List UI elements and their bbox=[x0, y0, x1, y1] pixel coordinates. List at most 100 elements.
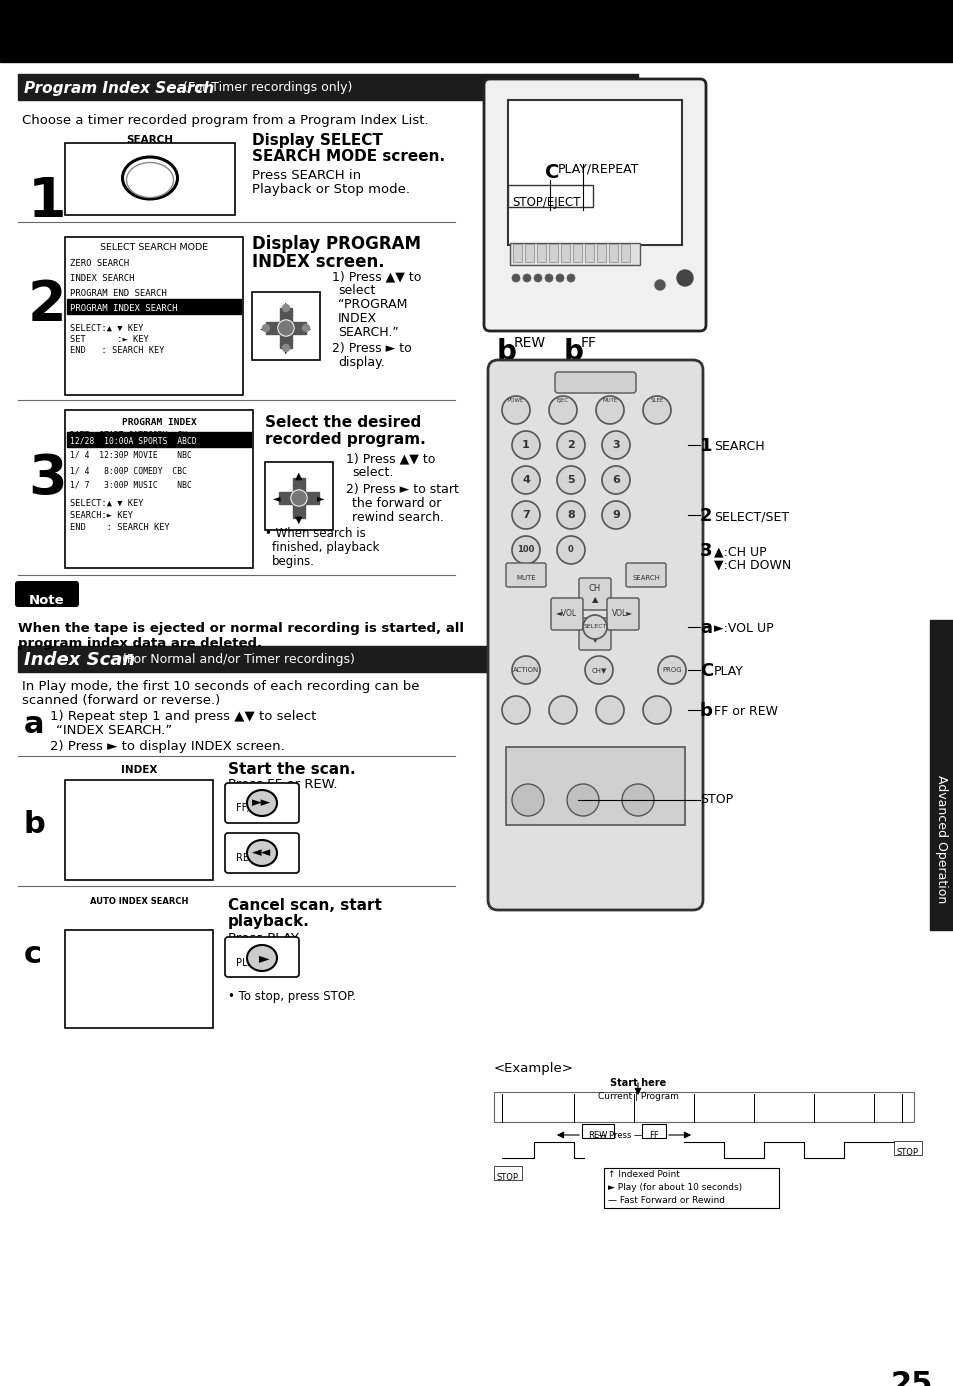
Circle shape bbox=[512, 784, 543, 816]
Text: 2: 2 bbox=[28, 279, 67, 333]
Text: 1) Press ▲▼ to: 1) Press ▲▼ to bbox=[332, 270, 421, 283]
Circle shape bbox=[566, 274, 575, 281]
Text: SEARCH: SEARCH bbox=[713, 439, 763, 453]
Circle shape bbox=[601, 466, 629, 493]
Text: ◄◄: ◄◄ bbox=[253, 847, 272, 859]
Text: the forward or: the forward or bbox=[352, 498, 441, 510]
Ellipse shape bbox=[127, 162, 173, 197]
Text: PROGRAM END SEARCH: PROGRAM END SEARCH bbox=[70, 290, 167, 298]
Text: select: select bbox=[337, 284, 375, 297]
Bar bbox=[548, 244, 558, 262]
Text: FF: FF bbox=[648, 1131, 659, 1141]
Text: END    : SEARCH KEY: END : SEARCH KEY bbox=[70, 523, 170, 532]
Circle shape bbox=[621, 784, 654, 816]
FancyBboxPatch shape bbox=[488, 360, 702, 911]
Text: 3: 3 bbox=[612, 439, 619, 450]
Text: Cancel scan, start: Cancel scan, start bbox=[228, 898, 381, 913]
Text: 25: 25 bbox=[890, 1369, 932, 1386]
Circle shape bbox=[582, 615, 606, 639]
Text: ◄VOL: ◄VOL bbox=[556, 610, 577, 618]
Bar bbox=[893, 1141, 921, 1155]
Bar bbox=[65, 410, 253, 568]
Text: 6: 6 bbox=[612, 475, 619, 485]
Text: Choose a timer recorded program from a Program Index List.: Choose a timer recorded program from a P… bbox=[22, 114, 428, 128]
Text: MUTE: MUTE bbox=[516, 575, 536, 581]
Text: ▼: ▼ bbox=[294, 516, 302, 525]
Text: • When search is: • When search is bbox=[265, 527, 365, 541]
Bar bbox=[584, 244, 594, 262]
Text: ↑ Indexed Point: ↑ Indexed Point bbox=[607, 1170, 679, 1179]
Text: 2: 2 bbox=[700, 507, 712, 525]
FancyBboxPatch shape bbox=[606, 597, 639, 631]
FancyBboxPatch shape bbox=[15, 581, 79, 607]
Text: playback.: playback. bbox=[228, 913, 310, 929]
Ellipse shape bbox=[247, 945, 276, 972]
Circle shape bbox=[584, 656, 613, 685]
Text: 1: 1 bbox=[700, 437, 712, 455]
Text: SELECT: SELECT bbox=[582, 625, 606, 629]
Text: Select the desired: Select the desired bbox=[265, 414, 421, 430]
Circle shape bbox=[512, 500, 539, 529]
Text: Display SELECT: Display SELECT bbox=[252, 133, 382, 148]
Text: INDEX: INDEX bbox=[337, 312, 376, 324]
Text: 2) Press ► to start: 2) Press ► to start bbox=[346, 482, 458, 496]
Bar bbox=[510, 243, 639, 265]
Text: REW: REW bbox=[588, 1131, 607, 1141]
Text: b: b bbox=[700, 701, 712, 719]
Circle shape bbox=[655, 280, 664, 290]
Circle shape bbox=[278, 322, 293, 335]
Text: SEARCH.”: SEARCH.” bbox=[337, 326, 398, 340]
Text: 5: 5 bbox=[567, 475, 575, 485]
Text: ▼:CH DOWN: ▼:CH DOWN bbox=[713, 559, 790, 571]
Text: (For Timer recordings only): (For Timer recordings only) bbox=[183, 82, 352, 94]
Circle shape bbox=[548, 396, 577, 424]
Text: • To stop, press STOP.: • To stop, press STOP. bbox=[228, 990, 355, 1003]
Bar bbox=[608, 244, 618, 262]
Text: 12/28  10:00A SPORTS  ABCD: 12/28 10:00A SPORTS ABCD bbox=[70, 437, 196, 445]
Ellipse shape bbox=[122, 157, 177, 200]
Text: ◄: ◄ bbox=[273, 493, 280, 503]
Text: END   : SEARCH KEY: END : SEARCH KEY bbox=[70, 346, 164, 355]
Bar bbox=[280, 308, 292, 348]
Bar bbox=[505, 747, 684, 825]
Text: PROG: PROG bbox=[661, 667, 681, 674]
Text: CH
▲: CH ▲ bbox=[588, 585, 600, 604]
Bar bbox=[266, 322, 306, 334]
Bar bbox=[0, 0, 953, 62]
Circle shape bbox=[642, 396, 670, 424]
Text: — Press —: — Press — bbox=[598, 1131, 641, 1141]
Text: STOP: STOP bbox=[497, 1173, 518, 1182]
Text: Press PLAY.: Press PLAY. bbox=[228, 931, 300, 945]
Text: POWE: POWE bbox=[507, 398, 523, 403]
Bar bbox=[641, 1124, 665, 1138]
Circle shape bbox=[512, 656, 539, 685]
Circle shape bbox=[557, 466, 584, 493]
Text: 8: 8 bbox=[566, 510, 575, 520]
Text: STOP: STOP bbox=[896, 1148, 918, 1157]
Text: SELECT/SET: SELECT/SET bbox=[713, 510, 788, 523]
Circle shape bbox=[501, 396, 530, 424]
Bar bbox=[597, 244, 605, 262]
Circle shape bbox=[282, 345, 289, 352]
Text: 7: 7 bbox=[521, 510, 529, 520]
Bar bbox=[494, 1092, 913, 1123]
Text: REW/: REW/ bbox=[235, 852, 262, 863]
Text: 2) Press ► to: 2) Press ► to bbox=[332, 342, 412, 355]
Text: ►►: ►► bbox=[253, 797, 272, 809]
Text: 1/ 7   3:00P MUSIC    NBC: 1/ 7 3:00P MUSIC NBC bbox=[70, 481, 192, 491]
Text: <Example>: <Example> bbox=[494, 1062, 574, 1076]
Text: Press FF or REW.: Press FF or REW. bbox=[228, 778, 337, 791]
Bar bbox=[293, 478, 305, 518]
Circle shape bbox=[512, 536, 539, 564]
Text: PLAY/REPEAT: PLAY/REPEAT bbox=[558, 164, 639, 176]
Text: VOL►: VOL► bbox=[612, 610, 633, 618]
Text: Current | Program: Current | Program bbox=[597, 1092, 678, 1100]
Text: SLEE: SLEE bbox=[650, 398, 663, 403]
Bar bbox=[18, 73, 638, 100]
Bar bbox=[65, 143, 234, 215]
Circle shape bbox=[548, 696, 577, 723]
Text: PROGRAM INDEX SEARCH: PROGRAM INDEX SEARCH bbox=[70, 304, 177, 313]
FancyBboxPatch shape bbox=[505, 563, 545, 588]
Text: 3: 3 bbox=[28, 452, 67, 506]
Text: ▲:CH UP: ▲:CH UP bbox=[713, 545, 766, 559]
